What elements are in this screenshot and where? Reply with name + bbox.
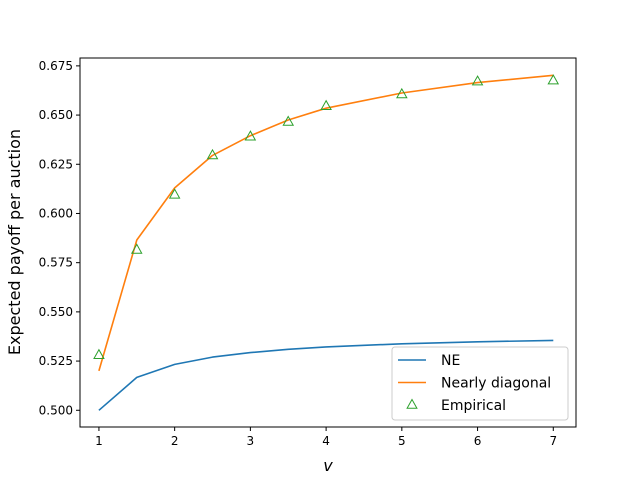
x-tick-label: 3 — [247, 434, 255, 448]
data-point-empirical — [93, 348, 105, 359]
x-tick-label: 6 — [474, 434, 482, 448]
y-tick-label: 0.600 — [39, 206, 73, 220]
y-tick-label: 0.525 — [39, 354, 73, 368]
legend-swatch-empirical — [406, 398, 418, 409]
legend-label-ne: NE — [441, 353, 460, 369]
x-tick-label: 2 — [171, 434, 179, 448]
x-tick-label: 4 — [322, 434, 330, 448]
data-point-empirical — [130, 243, 143, 254]
plot-frame — [79, 57, 577, 428]
y-tick-label: 0.575 — [39, 256, 73, 270]
x-tick-label: 5 — [398, 434, 406, 448]
legend-box — [391, 346, 569, 421]
y-tick-label: 0.625 — [39, 157, 73, 171]
data-point-empirical — [320, 99, 332, 110]
series-line-ne — [98, 339, 554, 411]
data-point-empirical — [471, 75, 484, 86]
y-tick-label: 0.650 — [39, 108, 73, 122]
data-point-empirical — [168, 188, 181, 199]
data-point-empirical — [244, 130, 257, 141]
legend: NE Nearly diagonal Empirical — [391, 346, 569, 421]
x-axis-ticks: 1 2 3 4 5 6 7 — [95, 427, 557, 448]
x-tick-label: 7 — [549, 434, 557, 448]
data-point-empirical — [282, 115, 295, 126]
legend-label-nearly-diagonal: Nearly diagonal — [441, 376, 551, 392]
x-tick-label: 1 — [95, 434, 103, 448]
legend-label-empirical: Empirical — [441, 398, 506, 414]
x-axis-label: v — [323, 456, 333, 475]
data-point-empirical — [206, 148, 219, 160]
series-layer — [93, 74, 560, 411]
y-axis-ticks: 0.500 0.525 0.550 0.575 0.600 0.625 0.650 0.675 — [39, 59, 80, 417]
y-axis-label: Expected payoff per auction — [5, 129, 24, 355]
y-tick-label: 0.500 — [39, 403, 73, 417]
data-point-empirical — [396, 87, 408, 99]
y-tick-label: 0.550 — [39, 305, 73, 319]
y-tick-label: 0.675 — [39, 59, 73, 73]
series-line-nearly-diagonal — [98, 74, 554, 372]
data-point-empirical — [547, 74, 560, 85]
